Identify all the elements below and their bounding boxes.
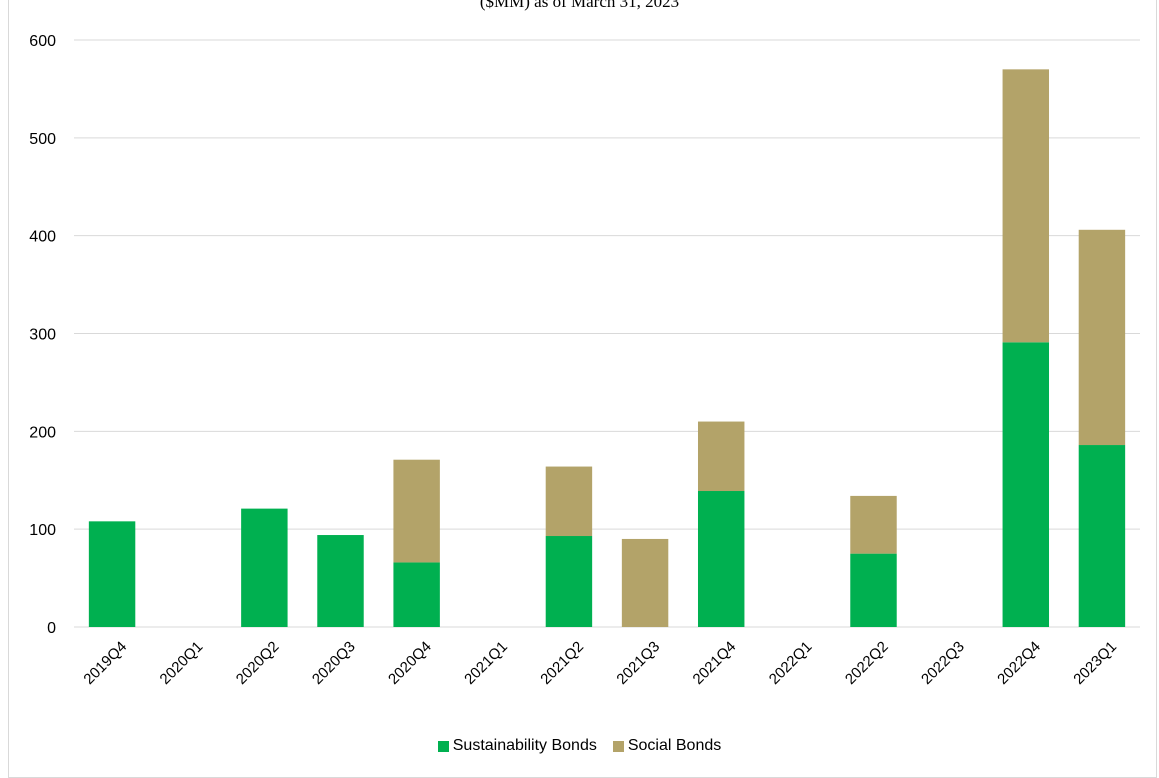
bar-segment-social	[850, 495, 897, 554]
bar-segment-social	[545, 466, 593, 537]
bar-segment-social	[697, 421, 745, 492]
bar-segment-sustainability	[697, 491, 745, 627]
x-tick-label: 2022Q3	[918, 638, 968, 688]
x-tick-label: 2021Q2	[537, 638, 587, 688]
legend-item-social-bonds: Social Bonds	[612, 737, 722, 755]
y-tick-label: 0	[47, 620, 56, 637]
x-tick-label: 2021Q4	[690, 638, 740, 688]
bar-segment-social	[1002, 69, 1050, 343]
x-tick-label: 2020Q3	[309, 638, 359, 688]
x-tick-label: 2019Q4	[80, 638, 130, 688]
y-tick-label: 300	[29, 327, 56, 344]
bars	[88, 69, 1126, 627]
y-tick-label: 500	[29, 131, 56, 148]
legend-label: Sustainability Bonds	[452, 737, 597, 754]
y-axis-tick-labels: 0 100 200 300 400 500 600	[29, 33, 56, 637]
x-tick-label: 2020Q2	[233, 638, 283, 688]
bar-segment-sustainability	[317, 535, 364, 627]
bar-segment-sustainability	[1078, 445, 1126, 627]
x-tick-label: 2020Q4	[385, 638, 435, 688]
bar-segment-sustainability	[241, 508, 288, 627]
x-tick-label: 2022Q2	[842, 638, 892, 688]
x-tick-label: 2022Q1	[766, 638, 816, 688]
bar-segment-sustainability	[88, 521, 136, 627]
y-tick-label: 400	[29, 229, 56, 246]
legend-swatch	[437, 740, 449, 752]
legend-swatch	[612, 740, 624, 752]
x-tick-label: 2023Q1	[1070, 638, 1120, 688]
bar-segment-sustainability	[545, 536, 593, 627]
chart-frame	[8, 0, 1157, 778]
bar-segment-social	[621, 538, 669, 627]
y-tick-label: 600	[29, 33, 56, 50]
bar-segment-sustainability	[1002, 342, 1050, 627]
y-tick-label: 200	[29, 424, 56, 441]
chart-legend: Sustainability Bonds Social Bonds	[0, 737, 1159, 755]
x-tick-label: 2020Q1	[157, 638, 207, 688]
bar-segment-sustainability	[393, 562, 440, 627]
bar-segment-social	[1078, 229, 1126, 446]
gridlines	[74, 39, 1140, 628]
x-tick-label: 2021Q1	[461, 638, 511, 688]
y-tick-label: 100	[29, 522, 56, 539]
legend-item-sustainability-bonds: Sustainability Bonds	[437, 737, 597, 755]
x-tick-label: 2021Q3	[613, 638, 663, 688]
legend-label: Social Bonds	[627, 737, 722, 754]
x-tick-label: 2022Q4	[994, 638, 1044, 688]
chart-title: ($MM) as of March 31, 2023	[479, 0, 680, 11]
bar-segment-social	[393, 459, 440, 563]
bar-segment-sustainability	[850, 553, 897, 627]
x-axis-tick-labels: 2019Q4 2020Q1 2020Q2 2020Q3 2020Q4 2021Q1 2021…	[80, 638, 1120, 688]
